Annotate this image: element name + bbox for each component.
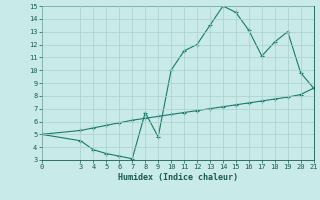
X-axis label: Humidex (Indice chaleur): Humidex (Indice chaleur) bbox=[118, 173, 237, 182]
